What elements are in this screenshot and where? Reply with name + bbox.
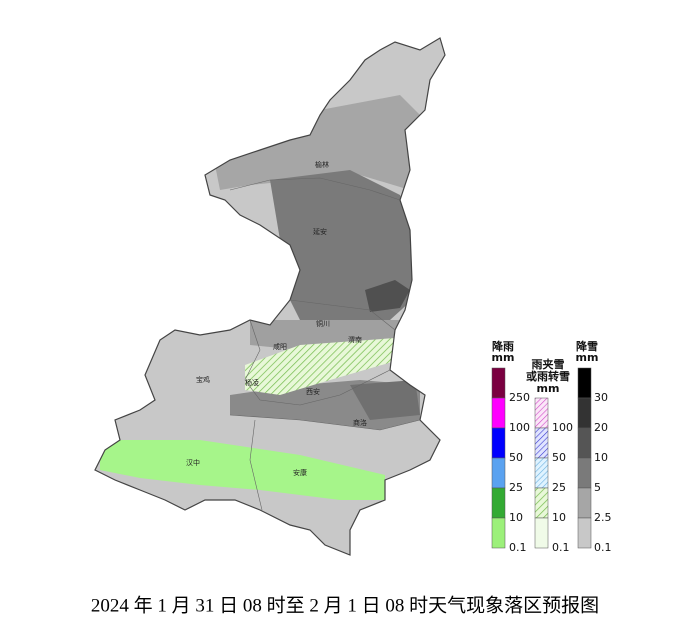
city-label: 商洛	[353, 418, 367, 427]
legend-label: 5	[594, 481, 601, 494]
legend-unit: mm	[576, 351, 599, 364]
city-label: 安康	[293, 468, 307, 477]
city-label: 汉中	[186, 458, 200, 467]
city-label: 渭南	[348, 335, 362, 344]
city-label: 杨凌	[245, 378, 259, 387]
city-label: 延安	[313, 227, 327, 236]
legend-label: 50	[552, 451, 566, 464]
city-label: 西安	[306, 387, 320, 396]
city-label: 宝鸡	[196, 375, 210, 384]
legend-label: 30	[594, 391, 608, 404]
city-label: 咸阳	[273, 342, 287, 351]
legend-label: 100	[552, 421, 573, 434]
city-label: 榆林	[315, 160, 329, 169]
legend-label: 25	[509, 481, 523, 494]
legend-unit: mm	[537, 382, 560, 395]
legend-label: 100	[509, 421, 530, 434]
legend-label: 25	[552, 481, 566, 494]
legend-sleet: 雨夹雪 或雨转雪 mm 100 50 25 10 0.1	[526, 357, 573, 554]
legend-label: 0.1	[552, 541, 570, 554]
city-labels: 榆林 延安 铜川 渭南 咸阳 宝鸡 杨凌 西安 商洛 汉中 安康	[186, 160, 367, 477]
legend-label: 2.5	[594, 511, 612, 524]
legend-label: 0.1	[509, 541, 527, 554]
legend-label: 10	[552, 511, 566, 524]
legend-snow: 降雪 mm 30 20 10 5 2.5 0.1	[576, 339, 612, 554]
legend-title: 降雨	[492, 339, 514, 353]
legend-title: 或雨转雪	[526, 369, 570, 383]
legend-label: 20	[594, 421, 608, 434]
legend-label: 50	[509, 451, 523, 464]
legend-unit: mm	[492, 351, 515, 364]
legend-label: 10	[509, 511, 523, 524]
caption: 2024 年 1 月 31 日 08 时至 2 月 1 日 08 时天气现象落区…	[91, 594, 599, 616]
legend-title: 雨夹雪	[532, 357, 565, 371]
legend-label: 10	[594, 451, 608, 464]
legend-label: 0.1	[594, 541, 612, 554]
legend-title: 降雪	[576, 339, 598, 353]
legend-rain: 降雨 mm 250 100 50 25 10 0.1	[492, 339, 530, 554]
city-label: 铜川	[316, 319, 330, 328]
city-borders	[229, 177, 421, 511]
legend-label: 250	[509, 391, 530, 404]
